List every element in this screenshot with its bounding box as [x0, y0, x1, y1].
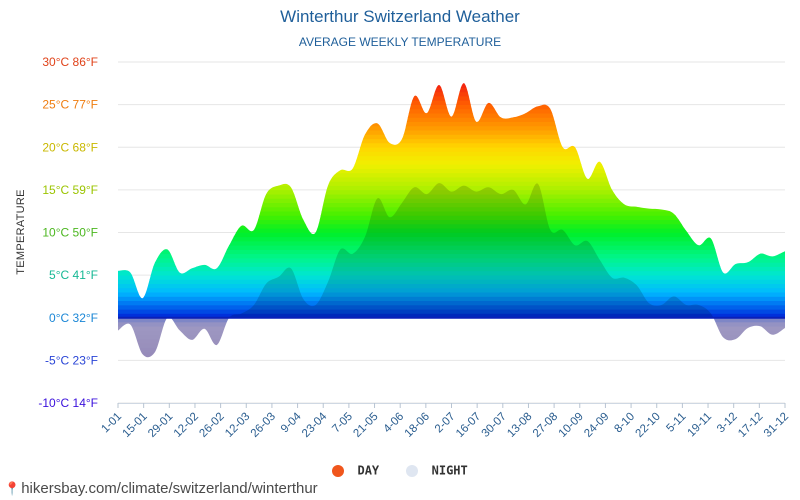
chart-title: Winterthur Switzerland Weather [280, 7, 520, 26]
x-tick-label: 13-08 [505, 411, 534, 440]
y-tick-label: 10°C 50°F [42, 226, 98, 240]
y-tick-label: 25°C 77°F [42, 98, 98, 112]
x-tick-label: 30-07 [480, 411, 509, 440]
y-tick-label: 20°C 68°F [42, 140, 98, 154]
legend-item-night[interactable]: NIGHT [406, 463, 468, 478]
x-tick-label: 12-03 [223, 411, 252, 440]
location-pin-icon: 📍 [4, 481, 21, 496]
y-tick-label: 5°C 41°F [49, 268, 98, 282]
legend: DAY NIGHT [0, 463, 800, 478]
y-axis-label: TEMPERATURE [15, 189, 27, 275]
x-tick-label: 10-09 [557, 411, 586, 440]
legend-day-label: DAY [357, 463, 380, 478]
x-tick-label: 16-07 [454, 411, 483, 440]
legend-night-label: NIGHT [431, 463, 468, 478]
x-tick-label: 26-03 [249, 411, 278, 440]
x-tick-label: 24-09 [582, 411, 611, 440]
x-tick-label: 21-05 [351, 411, 380, 440]
x-tick-label: 15-01 [120, 411, 149, 440]
x-tick-label: 22-10 [634, 411, 663, 440]
legend-day-dot [332, 464, 345, 477]
legend-item-day[interactable]: DAY [332, 463, 379, 478]
legend-night-dot [406, 464, 419, 477]
x-tick-label: 19-11 [685, 411, 714, 440]
y-tick-label: 15°C 59°F [42, 183, 98, 197]
source-url: hikersbay.com/climate/switzerland/winter… [21, 480, 318, 497]
x-tick-label: 29-01 [146, 411, 175, 440]
x-tick-label: 27-08 [531, 411, 560, 440]
source-footer[interactable]: 📍hikersbay.com/climate/switzerland/winte… [4, 480, 318, 497]
x-tick-label: 31-12 [762, 411, 791, 440]
x-tick-label: 17-12 [736, 411, 765, 440]
y-tick-label: 0°C 32°F [49, 311, 98, 325]
y-tick-label: -5°C 23°F [45, 353, 98, 367]
x-tick-label: 23-04 [300, 410, 330, 440]
chart-subtitle: AVERAGE WEEKLY TEMPERATURE [298, 35, 502, 49]
x-tick-label: 12-02 [172, 411, 201, 440]
x-tick-label: 26-02 [197, 411, 226, 440]
y-tick-label: 30°C 86°F [42, 55, 98, 69]
y-tick-label: -10°C 14°F [38, 396, 98, 410]
x-tick-label: 18-06 [403, 411, 432, 440]
